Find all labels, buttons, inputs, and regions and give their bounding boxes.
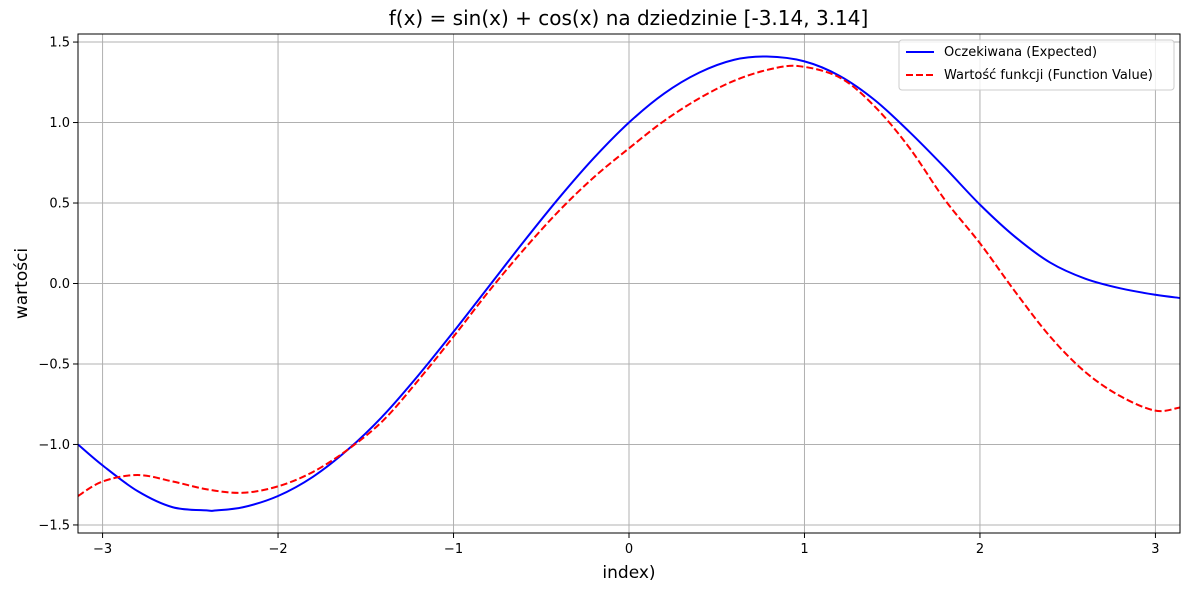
x-axis-label: index): [602, 563, 655, 583]
x-tick-label: 0: [625, 542, 633, 557]
x-tick-label: 3: [1151, 542, 1159, 557]
legend-label-expected: Oczekiwana (Expected): [944, 45, 1097, 60]
y-tick-label: 1.5: [49, 36, 70, 51]
y-tick-label: −1.5: [38, 518, 70, 533]
x-tick-label: 1: [800, 542, 808, 557]
x-tick-label: −1: [444, 542, 463, 557]
x-tick-label: −3: [93, 542, 112, 557]
legend: Oczekiwana (Expected) Wartość funkcji (F…: [898, 39, 1175, 91]
y-tick-label: 0.5: [49, 197, 70, 212]
chart-title: f(x) = sin(x) + cos(x) na dziedzinie [-3…: [389, 6, 869, 30]
y-tick-label: 0.0: [49, 277, 70, 292]
y-axis-ticks: −1.5 −1.0 −0.5 0.0 0.5 1.0 1.5: [38, 36, 78, 533]
x-axis-ticks: −3 −2 −1 0 1 2 3: [93, 533, 1160, 557]
grid-lines: [78, 34, 1180, 533]
y-tick-label: −0.5: [38, 357, 70, 372]
series-line-function-value: [78, 64, 1180, 497]
series-line-expected: [78, 55, 1180, 512]
legend-box: [898, 39, 1175, 91]
series-lines: [78, 55, 1180, 512]
x-tick-label: −2: [268, 542, 287, 557]
y-axis-label: wartości: [12, 248, 32, 319]
y-tick-label: 1.0: [49, 116, 70, 131]
x-tick-label: 2: [976, 542, 984, 557]
legend-label-function-value: Wartość funkcji (Function Value): [944, 68, 1153, 83]
y-tick-label: −1.0: [38, 438, 70, 453]
